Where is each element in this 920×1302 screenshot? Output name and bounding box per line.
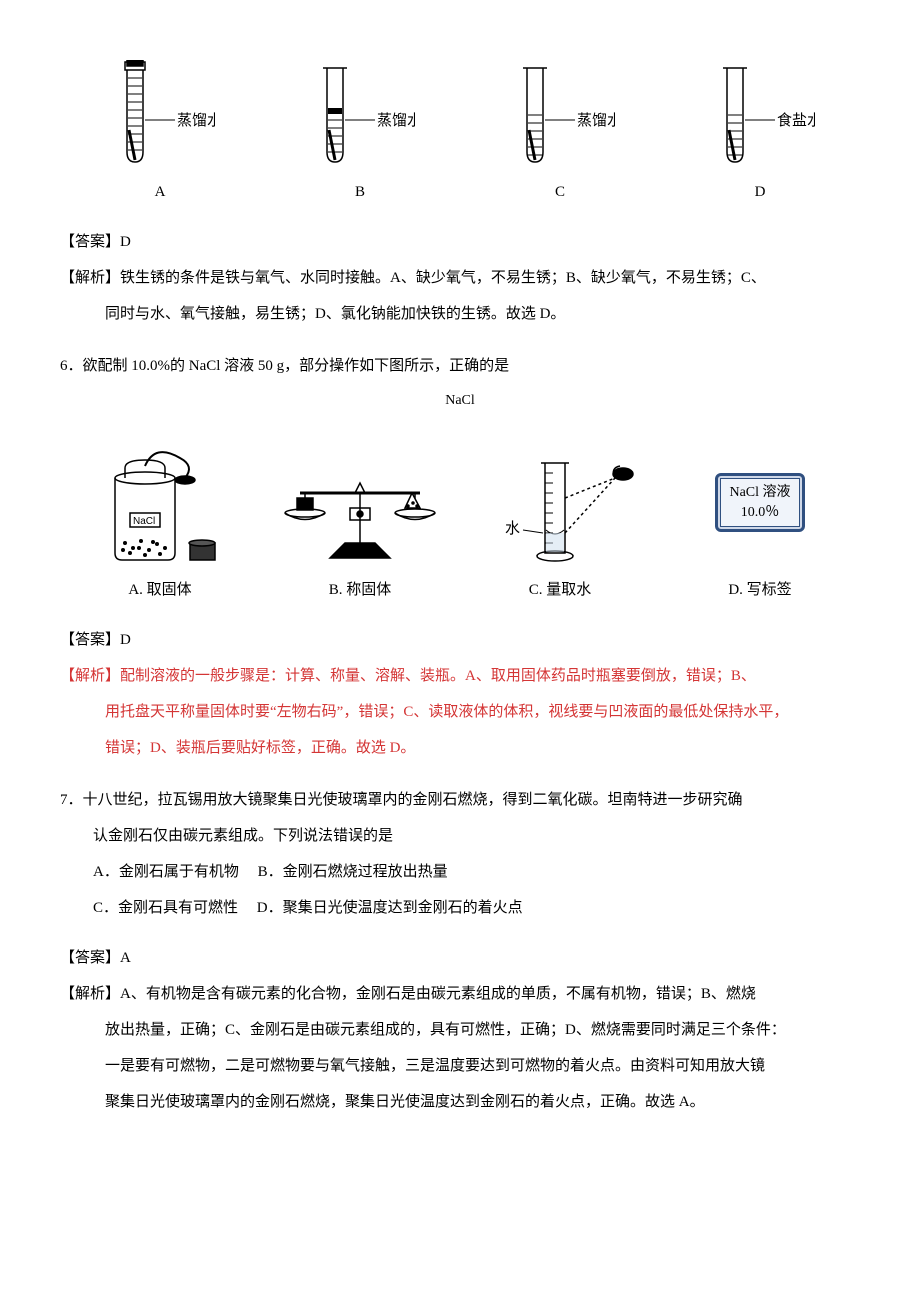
liquid-label: 蒸馏水	[177, 112, 215, 129]
q7-explain-body1: 放出热量，正确；C、金刚石是由碳元素组成的，具有可燃性，正确；D、燃烧需要同时满…	[60, 1012, 860, 1048]
cylinder-icon: 水	[475, 448, 645, 568]
nacl-title: NaCl	[60, 384, 860, 418]
fig-letter: A. 取固体	[60, 572, 260, 608]
fig-letter: B. 称固体	[260, 572, 460, 608]
q7-answer: 【答案】A	[60, 940, 860, 976]
q5-answer: 【答案】D	[60, 224, 860, 260]
q5-explain: 【解析】铁生锈的条件是铁与氧气、水同时接触。A、缺少氧气，不易生锈；B、缺少氧气…	[60, 260, 860, 296]
explain-text: 铁生锈的条件是铁与氧气、水同时接触。A、缺少氧气，不易生锈；B、缺少氧气，不易生…	[120, 270, 766, 286]
q7-opt-d: D．聚集日光使温度达到金刚石的着火点	[257, 900, 523, 916]
q7-stem-line2: 认金刚石仅由碳元素组成。下列说法错误的是	[60, 818, 860, 854]
q7-explain-body3: 聚集日光使玻璃罩内的金刚石燃烧，聚集日光使温度达到金刚石的着火点，正确。故选 A…	[60, 1084, 860, 1120]
q5-fig-a: 蒸馏水 A	[60, 60, 260, 210]
q6-explain: 【解析】配制溶液的一般步骤是：计算、称量、溶解、装瓶。A、取用固体药品时瓶塞要倒…	[60, 658, 860, 694]
label-line1: NaCl 溶液	[721, 483, 799, 503]
fig-letter: D. 写标签	[660, 572, 860, 608]
tube-icon: 蒸馏水	[505, 60, 615, 170]
q5-explain-body: 同时与水、氧气接触，易生锈；D、氯化钠能加快铁的生锈。故选 D。	[60, 296, 860, 332]
fig-letter: A	[60, 174, 260, 210]
q6-fig-a: NaCl A. 取固体	[60, 438, 260, 608]
q6-answer: 【答案】D	[60, 622, 860, 658]
q7-options-row2: C．金刚石具有可燃性 D．聚集日光使温度达到金刚石的着火点	[60, 890, 860, 926]
q6-fig-c: 水 C. 量取水	[460, 438, 660, 608]
q6-figure-row: NaCl A. 取固体	[60, 438, 860, 608]
explain-prefix: 【解析】	[60, 668, 120, 684]
balance-icon	[270, 448, 450, 568]
tube-icon: 蒸馏水	[105, 60, 215, 170]
liquid-label: 蒸馏水	[577, 112, 615, 129]
fig-letter: D	[660, 174, 860, 210]
label-box-icon: NaCl 溶液 10.0％	[715, 473, 805, 532]
explain-prefix: 【解析】	[60, 270, 120, 286]
q7-opt-a: A．金刚石属于有机物	[93, 864, 239, 880]
q7-explain-body2: 一是要有可燃物，二是可燃物要与氧气接触，三是温度要达到可燃物的着火点。由资料可知…	[60, 1048, 860, 1084]
q6-explain-body2: 错误；D、装瓶后要贴好标签，正确。故选 D。	[60, 730, 860, 766]
bottle-icon: NaCl	[95, 448, 225, 568]
tube-icon: 食盐水	[705, 60, 815, 170]
label-line2: 10.0％	[721, 503, 799, 523]
q7-explain: 【解析】A、有机物是含有碳元素的化合物，金刚石是由碳元素组成的单质，不属有机物，…	[60, 976, 860, 1012]
tube-icon: 蒸馏水	[305, 60, 415, 170]
q5-fig-b: 蒸馏水 B	[260, 60, 460, 210]
liquid-label: 蒸馏水	[377, 112, 415, 129]
q6-explain-body1: 用托盘天平称量固体时要“左物右码”，错误；C、读取液体的体积，视线要与凹液面的最…	[60, 694, 860, 730]
svg-text:NaCl: NaCl	[133, 516, 155, 527]
q7-opt-c: C．金刚石具有可燃性	[93, 900, 238, 916]
q7-options-row1: A．金刚石属于有机物 B．金刚石燃烧过程放出热量	[60, 854, 860, 890]
q6-fig-d: NaCl 溶液 10.0％ D. 写标签	[660, 438, 860, 608]
q7-stem-line1: 7．十八世纪，拉瓦锡用放大镜聚集日光使玻璃罩内的金刚石燃烧，得到二氧化碳。坦南特…	[60, 782, 860, 818]
explain-text: A、有机物是含有碳元素的化合物，金刚石是由碳元素组成的单质，不属有机物，错误；B…	[120, 986, 756, 1002]
fig-letter: C	[460, 174, 660, 210]
liquid-label: 食盐水	[777, 112, 815, 129]
q5-fig-d: 食盐水 D	[660, 60, 860, 210]
explain-prefix: 【解析】	[60, 986, 120, 1002]
q7-opt-b: B．金刚石燃烧过程放出热量	[258, 864, 448, 880]
fig-letter: C. 量取水	[460, 572, 660, 608]
q6-stem: 6．欲配制 10.0%的 NaCl 溶液 50 g，部分操作如下图所示，正确的是	[60, 348, 860, 384]
q5-fig-c: 蒸馏水 C	[460, 60, 660, 210]
q6-fig-b: B. 称固体	[260, 438, 460, 608]
water-label: 水	[505, 520, 520, 537]
fig-letter: B	[260, 174, 460, 210]
q5-figure-row: 蒸馏水 A 蒸馏水	[60, 60, 860, 210]
explain-text: 配制溶液的一般步骤是：计算、称量、溶解、装瓶。A、取用固体药品时瓶塞要倒放，错误…	[120, 668, 756, 684]
